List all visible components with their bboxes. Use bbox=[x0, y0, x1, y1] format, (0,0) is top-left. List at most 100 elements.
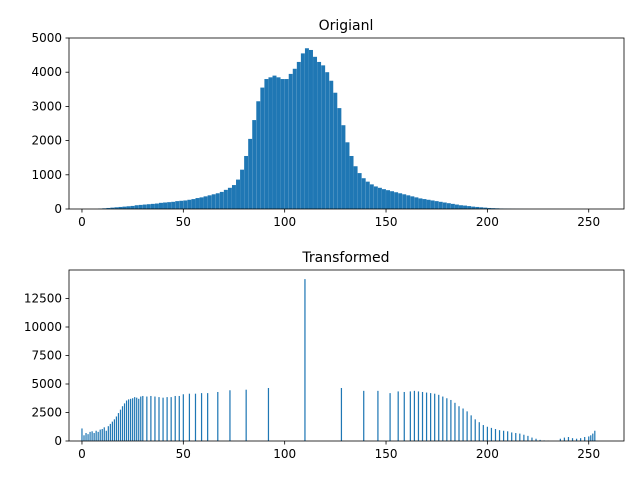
transformed-bar bbox=[523, 434, 525, 441]
original-bar bbox=[272, 75, 277, 210]
original-bar bbox=[183, 200, 188, 209]
transformed-bar bbox=[134, 397, 136, 441]
original-bar bbox=[349, 155, 354, 209]
transformed-bar bbox=[113, 419, 116, 441]
original-bar bbox=[138, 204, 143, 209]
transformed-bar bbox=[454, 402, 456, 441]
original-bar bbox=[483, 207, 488, 209]
transformed-y-tick-label: 10000 bbox=[24, 320, 62, 334]
transformed-bar bbox=[83, 435, 85, 441]
transformed-bar bbox=[446, 398, 448, 441]
original-bar bbox=[199, 197, 204, 209]
transformed-bar bbox=[563, 437, 566, 441]
transformed-bar bbox=[567, 437, 570, 441]
original-bar bbox=[454, 204, 459, 209]
original-bar bbox=[341, 125, 346, 209]
transformed-bar bbox=[486, 426, 488, 441]
original-bar bbox=[471, 206, 476, 209]
original-bar bbox=[487, 207, 492, 209]
original-bar bbox=[207, 195, 212, 209]
original-x-tick-label: 250 bbox=[577, 215, 600, 229]
transformed-bar bbox=[466, 411, 468, 441]
original-bar bbox=[142, 204, 147, 209]
transformed-bar bbox=[539, 439, 541, 441]
transformed-bar bbox=[594, 430, 596, 441]
original-x-tick-label: 100 bbox=[273, 215, 296, 229]
transformed-bar bbox=[438, 394, 440, 441]
original-bar bbox=[325, 72, 330, 209]
transformed-bar bbox=[377, 390, 379, 441]
original-bar bbox=[268, 77, 273, 209]
original-bar bbox=[418, 198, 423, 209]
original-bar bbox=[276, 77, 281, 209]
original-bar bbox=[240, 169, 245, 209]
original-bar bbox=[150, 203, 155, 209]
original-bar bbox=[309, 49, 313, 209]
original-x-tick-label: 50 bbox=[176, 215, 191, 229]
original-x-tick-label: 150 bbox=[375, 215, 398, 229]
transformed-bar bbox=[101, 429, 103, 441]
original-bar bbox=[491, 208, 496, 209]
original-bar bbox=[296, 61, 301, 209]
transformed-bar bbox=[85, 433, 87, 441]
original-bar bbox=[122, 206, 127, 209]
original-bar bbox=[231, 185, 236, 209]
original-y-tick-label: 5000 bbox=[31, 31, 62, 45]
original-bar bbox=[252, 120, 257, 209]
transformed-bar bbox=[91, 431, 93, 441]
transformed-bar bbox=[150, 395, 152, 441]
transformed-bar bbox=[588, 436, 590, 441]
transformed-bar bbox=[142, 395, 144, 441]
original-bar bbox=[402, 194, 407, 209]
transformed-bar bbox=[413, 390, 416, 441]
original-bar bbox=[175, 201, 180, 209]
transformed-bar bbox=[107, 426, 109, 441]
original-bar bbox=[438, 201, 443, 209]
original-y-tick-label: 1000 bbox=[31, 168, 62, 182]
transformed-bar bbox=[434, 393, 436, 441]
original-y-tick-label: 0 bbox=[54, 202, 62, 216]
original-bar bbox=[467, 206, 472, 209]
original-bar bbox=[159, 202, 163, 209]
transformed-bar bbox=[363, 390, 365, 441]
transformed-bar bbox=[207, 393, 209, 441]
original-bar bbox=[426, 199, 431, 209]
original-bar bbox=[361, 178, 366, 209]
original-bar bbox=[369, 184, 374, 209]
transformed-bar bbox=[470, 415, 472, 441]
transformed-bar bbox=[109, 423, 111, 441]
original-bar bbox=[390, 191, 395, 209]
transformed-bar bbox=[93, 433, 95, 441]
transformed-bar bbox=[217, 391, 219, 441]
transformed-bar bbox=[146, 396, 148, 441]
original-bar bbox=[195, 198, 200, 209]
transformed-bar bbox=[125, 400, 128, 441]
transformed-bar bbox=[502, 430, 505, 441]
transformed-bar bbox=[115, 416, 118, 441]
transformed-bar bbox=[535, 438, 537, 441]
transformed-bar bbox=[166, 397, 168, 441]
transformed-x-tick-label: 200 bbox=[476, 447, 499, 461]
transformed-bar bbox=[245, 389, 247, 441]
original-bar bbox=[248, 138, 253, 209]
original-bar bbox=[410, 196, 415, 209]
transformed-bar bbox=[123, 403, 126, 441]
transformed-bar bbox=[592, 433, 594, 441]
transformed-bar bbox=[571, 438, 574, 441]
original-bar bbox=[394, 192, 399, 209]
original-bar bbox=[110, 207, 115, 209]
original-bar bbox=[284, 79, 289, 209]
transformed-y-tick-label: 7500 bbox=[31, 349, 62, 363]
original-x-tick-label: 0 bbox=[78, 215, 86, 229]
original-y-tick-label: 4000 bbox=[31, 65, 62, 79]
original-bar bbox=[118, 206, 123, 209]
original-bar bbox=[191, 199, 196, 209]
original-bar bbox=[171, 201, 176, 209]
original-bar bbox=[179, 200, 184, 209]
transformed-bar bbox=[117, 413, 120, 441]
transformed-bar bbox=[200, 393, 203, 441]
original-bar bbox=[357, 173, 362, 209]
original-histogram-axes: Origianl 0 50 100 150 200 250 0 1000 2000 3000 400… bbox=[31, 18, 625, 229]
